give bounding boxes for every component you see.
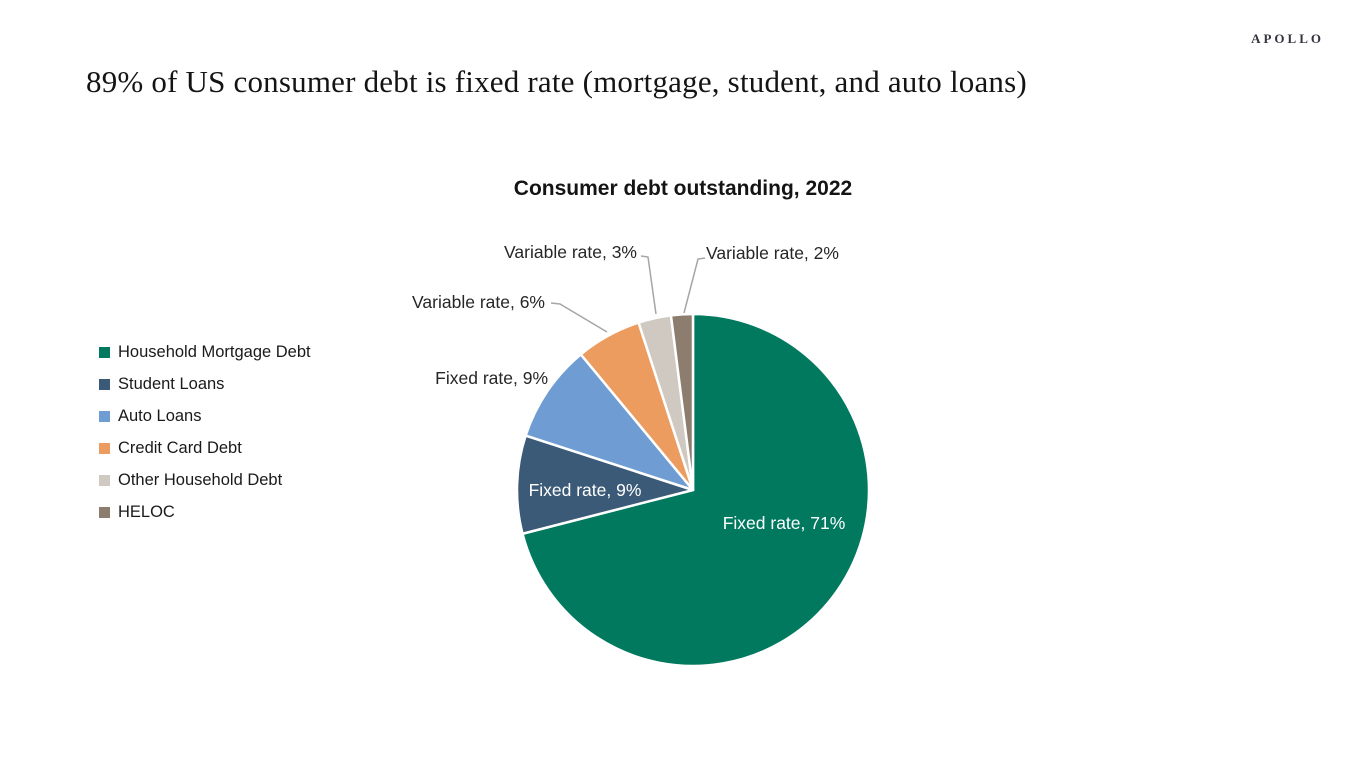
legend-item: Other Household Debt (99, 464, 311, 496)
pie-slice-label: Fixed rate, 9% (529, 480, 642, 500)
leader-line (550, 302, 608, 333)
pie-slice-label: Variable rate, 2% (706, 243, 839, 263)
legend-item-label: Auto Loans (118, 406, 202, 425)
legend-item-label: Other Household Debt (118, 470, 283, 489)
legend-item: Student Loans (99, 368, 311, 400)
pie-slice-label: Variable rate, 3% (504, 242, 637, 262)
legend-swatch (99, 474, 110, 486)
pie-slice (521, 312, 871, 668)
chart-legend: Household Mortgage Debt Student Loans Au… (99, 336, 311, 528)
pie-slice-label: Fixed rate, 9% (435, 368, 548, 388)
pie-slice-label: Variable rate, 6% (412, 292, 545, 312)
legend-item-label: Household Mortgage Debt (118, 342, 311, 361)
legend-item-label: Credit Card Debt (118, 438, 242, 457)
chart-title: Consumer debt outstanding, 2022 (513, 177, 853, 200)
legend-item-label: Student Loans (118, 374, 225, 393)
leader-line (640, 255, 657, 315)
legend-swatch (99, 346, 110, 358)
apollo-logo: APOLLO (1251, 31, 1324, 46)
legend-item-label: HELOC (118, 502, 175, 521)
pie-slice (515, 434, 695, 536)
headline: 89% of US consumer debt is fixed rate (m… (86, 64, 1027, 99)
leader-line (683, 257, 706, 314)
pie-slice-label: Fixed rate, 71% (723, 513, 846, 533)
legend-swatch (99, 442, 110, 454)
pie-slice (669, 312, 695, 492)
legend-item: HELOC (99, 496, 311, 528)
legend-item: Auto Loans (99, 400, 311, 432)
legend-swatch (99, 378, 110, 390)
legend-swatch (99, 410, 110, 422)
legend-item: Credit Card Debt (99, 432, 311, 464)
legend-swatch (99, 506, 110, 518)
pie-slice (524, 353, 695, 492)
legend-item: Household Mortgage Debt (99, 336, 311, 368)
